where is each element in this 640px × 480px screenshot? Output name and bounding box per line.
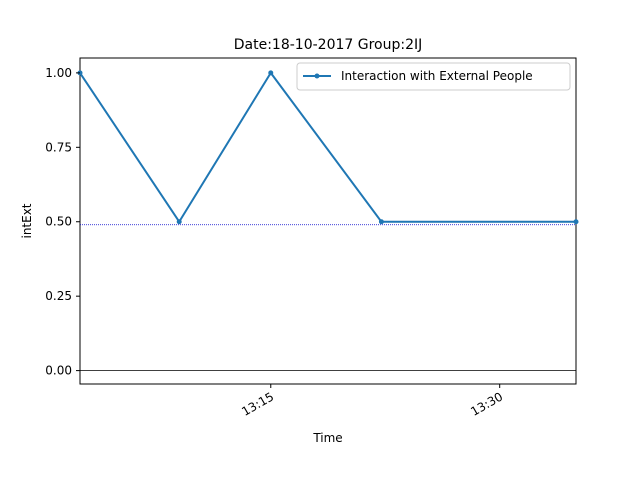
legend: Interaction with External People [296, 62, 571, 91]
data-point [176, 219, 182, 225]
plot-area [77, 57, 579, 385]
data-point [573, 219, 579, 225]
x-axis-label: Time [312, 431, 342, 445]
y-tick-label: 0.50 [45, 215, 72, 229]
chart-title: Date:18-10-2017 Group:2IJ [234, 37, 423, 53]
y-tick-label: 0.25 [45, 289, 72, 303]
legend-label: Interaction with External People [341, 69, 533, 83]
data-point [378, 219, 384, 225]
y-tick-label: 0.75 [45, 140, 72, 154]
y-tick-label: 1.00 [45, 66, 72, 80]
legend-marker-swatch [314, 73, 320, 79]
legend-box [296, 62, 571, 91]
y-tick-label: 0.00 [45, 364, 72, 378]
data-point [268, 70, 274, 76]
y-axis-ticks: 0.00 0.25 0.50 0.75 1.00 [45, 66, 80, 378]
reference-lines [80, 224, 576, 372]
y-axis-label: intExt [20, 203, 34, 238]
